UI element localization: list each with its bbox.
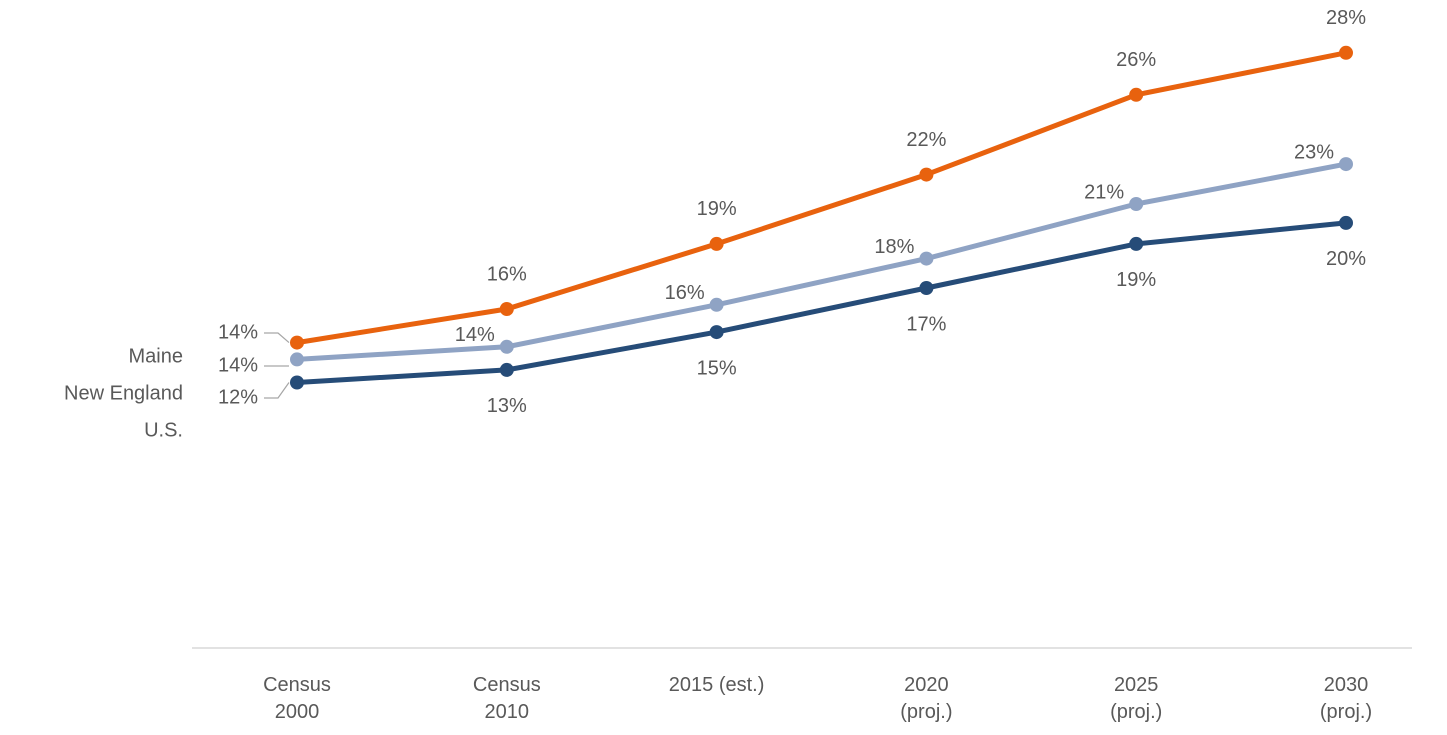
data-label: 16% xyxy=(487,263,527,285)
x-tick-label: 2015 (est.) xyxy=(668,674,765,696)
data-point xyxy=(290,375,304,390)
data-point xyxy=(709,325,724,340)
data-point xyxy=(709,297,724,312)
data-label: 13% xyxy=(487,395,527,417)
data-point xyxy=(499,302,514,316)
data-point xyxy=(919,281,934,295)
data-label: 15% xyxy=(697,357,737,379)
data-label: 17% xyxy=(906,313,946,335)
data-point xyxy=(1129,197,1144,211)
data-point xyxy=(1339,157,1353,172)
data-point xyxy=(290,335,304,350)
data-point xyxy=(290,352,304,367)
legend-label: U.S. xyxy=(144,419,183,441)
data-label: 14% xyxy=(455,324,495,346)
data-label: 26% xyxy=(1116,49,1156,71)
legend-label: New England xyxy=(64,382,183,404)
series-line xyxy=(296,161,1347,362)
data-point xyxy=(1339,215,1353,230)
x-tick-label: 2020 (proj.) xyxy=(900,674,953,723)
data-label: 19% xyxy=(697,198,737,220)
leader-line xyxy=(264,382,290,399)
data-label: 23% xyxy=(1294,141,1334,163)
x-tick-label: Census 2000 xyxy=(263,674,331,723)
data-label: 22% xyxy=(906,129,946,151)
data-label: 28% xyxy=(1326,7,1366,29)
data-point xyxy=(1129,236,1144,251)
series-line xyxy=(296,220,1347,385)
data-label: 14% xyxy=(218,321,258,343)
x-tick-label: Census 2010 xyxy=(472,674,541,723)
series-line xyxy=(296,50,1347,346)
data-label: 14% xyxy=(218,354,258,376)
data-label: 16% xyxy=(665,282,705,304)
x-tick-label: 2030 (proj.) xyxy=(1319,674,1373,723)
x-tick-label: 2025 (proj.) xyxy=(1110,674,1163,723)
data-label: 18% xyxy=(874,236,914,258)
data-point xyxy=(919,167,934,182)
data-point xyxy=(1339,45,1353,60)
data-label: 12% xyxy=(218,386,258,408)
data-point xyxy=(919,251,934,266)
data-label: 20% xyxy=(1326,248,1366,270)
data-label: 19% xyxy=(1116,269,1156,291)
legend-label: Maine xyxy=(129,345,183,367)
data-point xyxy=(499,339,514,354)
data-point xyxy=(1129,87,1144,102)
leader-line xyxy=(264,332,290,344)
data-point xyxy=(709,236,724,251)
data-point xyxy=(499,362,514,377)
data-label: 21% xyxy=(1084,181,1124,203)
